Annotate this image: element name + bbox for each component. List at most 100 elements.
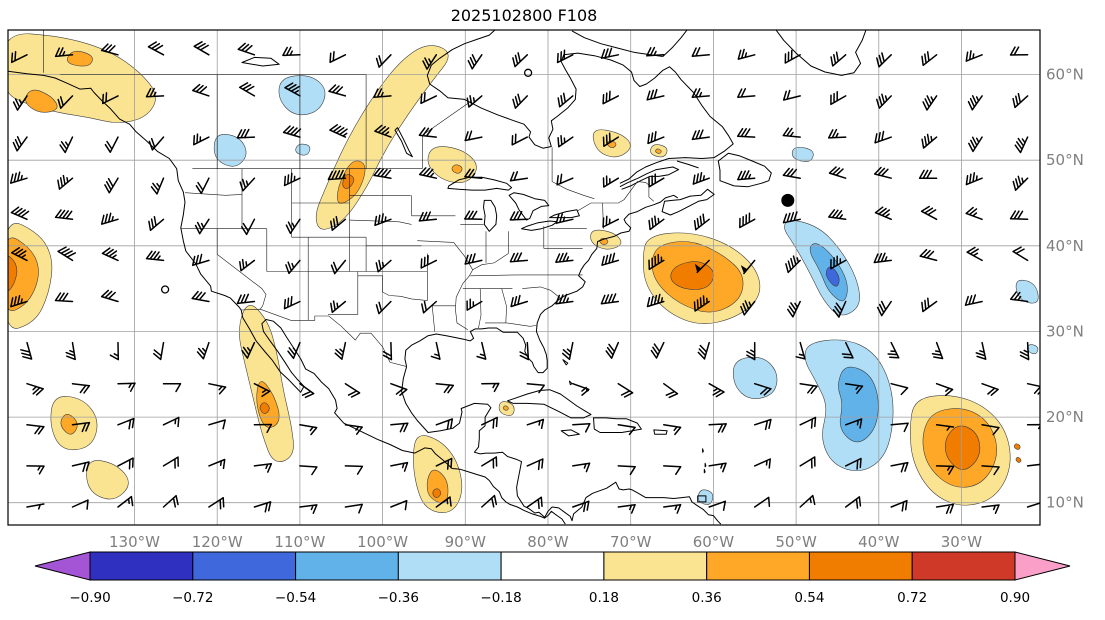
x-tick-label: 30°W [941,533,983,551]
wind-barb [572,462,591,473]
wind-barb [557,92,574,108]
barb-staff [147,41,165,56]
colorbar-segment [603,551,708,581]
admin-border [551,147,595,199]
barb-staff [782,167,801,179]
colorbar-tick-label: 0.54 [794,590,824,606]
barb-staff [890,499,908,512]
wind-barb [9,171,28,184]
barb-staff [418,211,438,222]
barb-staff [109,341,120,361]
contour-fill-layer [8,33,1039,513]
barb-staff [922,95,938,111]
wind-barb [605,341,620,359]
contour-region-edge-dot-b [1015,457,1022,463]
colorbar-segment [911,551,1016,581]
barb-staff [57,95,74,109]
wind-barb [736,127,756,138]
barb-staff [663,424,682,436]
wind-barb [753,458,771,469]
barb-staff [237,42,256,56]
wind-barb [873,166,892,179]
admin-border [431,305,435,332]
wind-barb [237,42,256,56]
wind-barb [981,382,999,396]
barb-staff [555,252,574,263]
wind-barb [327,169,347,181]
wind-barb [965,206,983,221]
barb-staff [795,341,806,360]
barb-staff [784,49,801,64]
barb-staff [26,503,45,510]
barb-staff [328,84,347,97]
filled-circle-marker [781,193,795,207]
x-tick-label: 50°W [775,533,817,551]
wind-barb [828,209,847,221]
barb-staff [464,210,483,221]
coastline-loop [562,359,569,366]
barb-staff [981,424,1000,436]
wind-barb [241,341,256,359]
barb-staff [510,294,529,308]
contour-region-subtropical-atlantic [732,356,778,399]
barb-staff [799,382,818,395]
wind-barb [601,252,620,266]
wind-barb [253,501,272,513]
barb-staff [648,253,665,271]
barb-staff [162,494,179,508]
barb-staff [421,300,438,314]
barb-staff [696,259,710,274]
wind-barb [238,82,256,97]
barb-staff [145,87,165,98]
wind-barb [285,218,301,235]
wind-barb [647,131,665,145]
barb-staff [1009,46,1029,56]
wind-barb [555,293,574,305]
barb-staff [208,419,226,430]
wind-barb [617,382,634,398]
barb-staff [743,259,756,275]
barb-staff [375,259,392,273]
coastline-loop [661,188,715,216]
wind-barb [192,83,210,97]
wind-barb [920,205,938,221]
barb-staff [71,461,90,473]
wind-barb [344,382,361,398]
wind-barb [663,503,682,514]
barb-staff [782,89,801,101]
wind-barb [374,124,392,138]
wind-barb [109,341,120,361]
barb-staff [100,43,119,56]
wind-barb [54,292,74,303]
barb-staff [663,503,682,514]
wind-barb [481,456,498,469]
barb-staff [931,341,944,360]
barb-staff [10,294,28,308]
barb-staff [117,417,135,430]
wind-barb [844,496,862,509]
barb-staff [832,300,847,318]
wind-barb [390,422,409,433]
wind-barb [555,213,574,224]
barb-staff [145,250,165,262]
wind-barb [435,496,452,508]
coastline-loop [483,199,498,232]
coastline-loop [593,417,642,433]
barb-staff [9,171,28,184]
x-tick-label: 60°W [693,533,735,551]
barb-staff [572,500,590,513]
colorbar-segment [295,551,399,581]
wind-barb [375,54,392,68]
barb-staff [873,252,892,264]
barb-staff [830,91,847,106]
barb-staff [526,382,545,394]
wind-barb [299,465,318,476]
barb-staff [519,341,530,361]
wind-barb [420,255,438,269]
contour-region-pacific-nw [8,33,156,123]
wind-barb [194,218,210,235]
wind-barb [464,130,483,142]
admin-border [577,181,654,211]
wind-barb [931,341,944,360]
